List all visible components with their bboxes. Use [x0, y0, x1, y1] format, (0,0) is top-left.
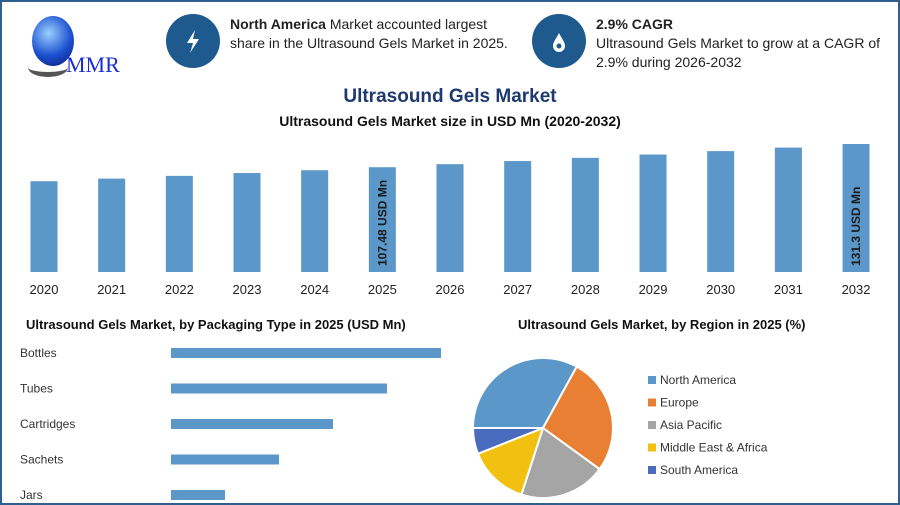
lightning-icon: [187, 30, 199, 53]
category-label: Jars: [20, 488, 43, 502]
legend-label: Middle East & Africa: [660, 441, 768, 455]
logo-text: MMR: [66, 52, 120, 77]
pie-slice-north-america: [471, 357, 579, 429]
market-size-bar-chart: 2020 2021 2022 2023 2024 2025 107.48 USD Mn 202…: [30, 144, 871, 297]
region-chart-title: Ultrasound Gels Market, by Region in 202…: [518, 317, 806, 332]
x-tick-label: 2031: [774, 282, 803, 297]
bar-2024: [301, 170, 329, 272]
info-card-1-text: Market accounted largest share in the Ul…: [230, 16, 508, 51]
bar-cartridges: [171, 419, 333, 429]
info-card-2: 2.9% CAGR Ultrasound Gels Market to grow …: [596, 15, 886, 72]
x-tick-label: 2025: [368, 282, 397, 297]
pie-slice-europe: [541, 365, 614, 471]
legend-swatch: [648, 466, 656, 474]
category-label: Sachets: [20, 453, 63, 467]
bar-sachets: [171, 454, 279, 465]
legend-label: Europe: [660, 396, 699, 410]
main-title: Ultrasound Gels Market: [343, 86, 557, 107]
category-label: Tubes: [20, 382, 53, 396]
bar-2027: [504, 161, 532, 272]
x-tick-label: 2023: [233, 282, 262, 297]
info-icon-circle-2: [532, 14, 586, 68]
legend-label: Asia Pacific: [660, 418, 722, 432]
bar-tubes: [171, 383, 387, 394]
data-label-2025: 107.48 USD Mn: [375, 180, 389, 266]
x-tick-label: 2027: [503, 282, 532, 297]
bar-2032: [842, 144, 870, 272]
bar-chart-title: Ultrasound Gels Market size in USD Mn (2…: [279, 113, 621, 129]
swoosh-icon: [28, 58, 68, 77]
x-tick-label: 2021: [97, 282, 126, 297]
legend-swatch: [648, 443, 656, 452]
x-tick-label: 2028: [571, 282, 600, 297]
packaging-chart-title: Ultrasound Gels Market, by Packaging Typ…: [26, 317, 406, 332]
legend-swatch: [648, 376, 656, 384]
x-tick-label: 2032: [842, 282, 871, 297]
legend-swatch: [648, 421, 656, 429]
category-label: Bottles: [20, 346, 57, 360]
region-pie-chart: North America Europe Asia Pacific Middle Ea…: [471, 357, 768, 499]
bar-2021: [98, 178, 126, 272]
info-card-2-highlight: 2.9% CAGR: [596, 16, 674, 32]
info-icon-circle-1: [166, 14, 220, 68]
bar-2022: [165, 175, 193, 272]
pie-slice-south-america: [471, 427, 544, 456]
bar-jars: [171, 490, 225, 500]
bar-2030: [707, 151, 735, 272]
bar-2023: [233, 173, 261, 272]
legend-label: South America: [660, 463, 738, 477]
legend-label: North America: [660, 373, 736, 387]
bar-2025: [368, 167, 396, 272]
x-tick-label: 2022: [165, 282, 194, 297]
packaging-bar-chart: Bottles Tubes Cartridges Sachets Jars: [20, 346, 441, 502]
bar-2028: [571, 157, 599, 272]
x-tick-label: 2029: [639, 282, 668, 297]
mmr-logo: MMR: [28, 14, 138, 77]
legend-swatch: [648, 398, 656, 407]
pie-slice-middle-east-africa: [476, 426, 545, 496]
bar-2031: [774, 147, 802, 272]
info-card-2-text: Ultrasound Gels Market to grow at a CAGR…: [596, 35, 880, 70]
bar-2026: [436, 164, 464, 272]
data-label-2032: 131.3 USD Mn: [849, 187, 863, 266]
drop-icon: [553, 33, 565, 52]
bar-2029: [639, 154, 667, 272]
bar-2020: [30, 181, 58, 272]
info-card-1: North America Market accounted largest s…: [230, 15, 520, 53]
x-tick-label: 2026: [436, 282, 465, 297]
info-card-1-highlight: North America: [230, 16, 326, 32]
x-tick-label: 2030: [706, 282, 735, 297]
x-tick-label: 2024: [300, 282, 329, 297]
bar-bottles: [171, 348, 441, 358]
pie-slice-asia-pacific: [520, 426, 602, 499]
category-label: Cartridges: [20, 417, 75, 431]
x-tick-label: 2020: [30, 282, 59, 297]
